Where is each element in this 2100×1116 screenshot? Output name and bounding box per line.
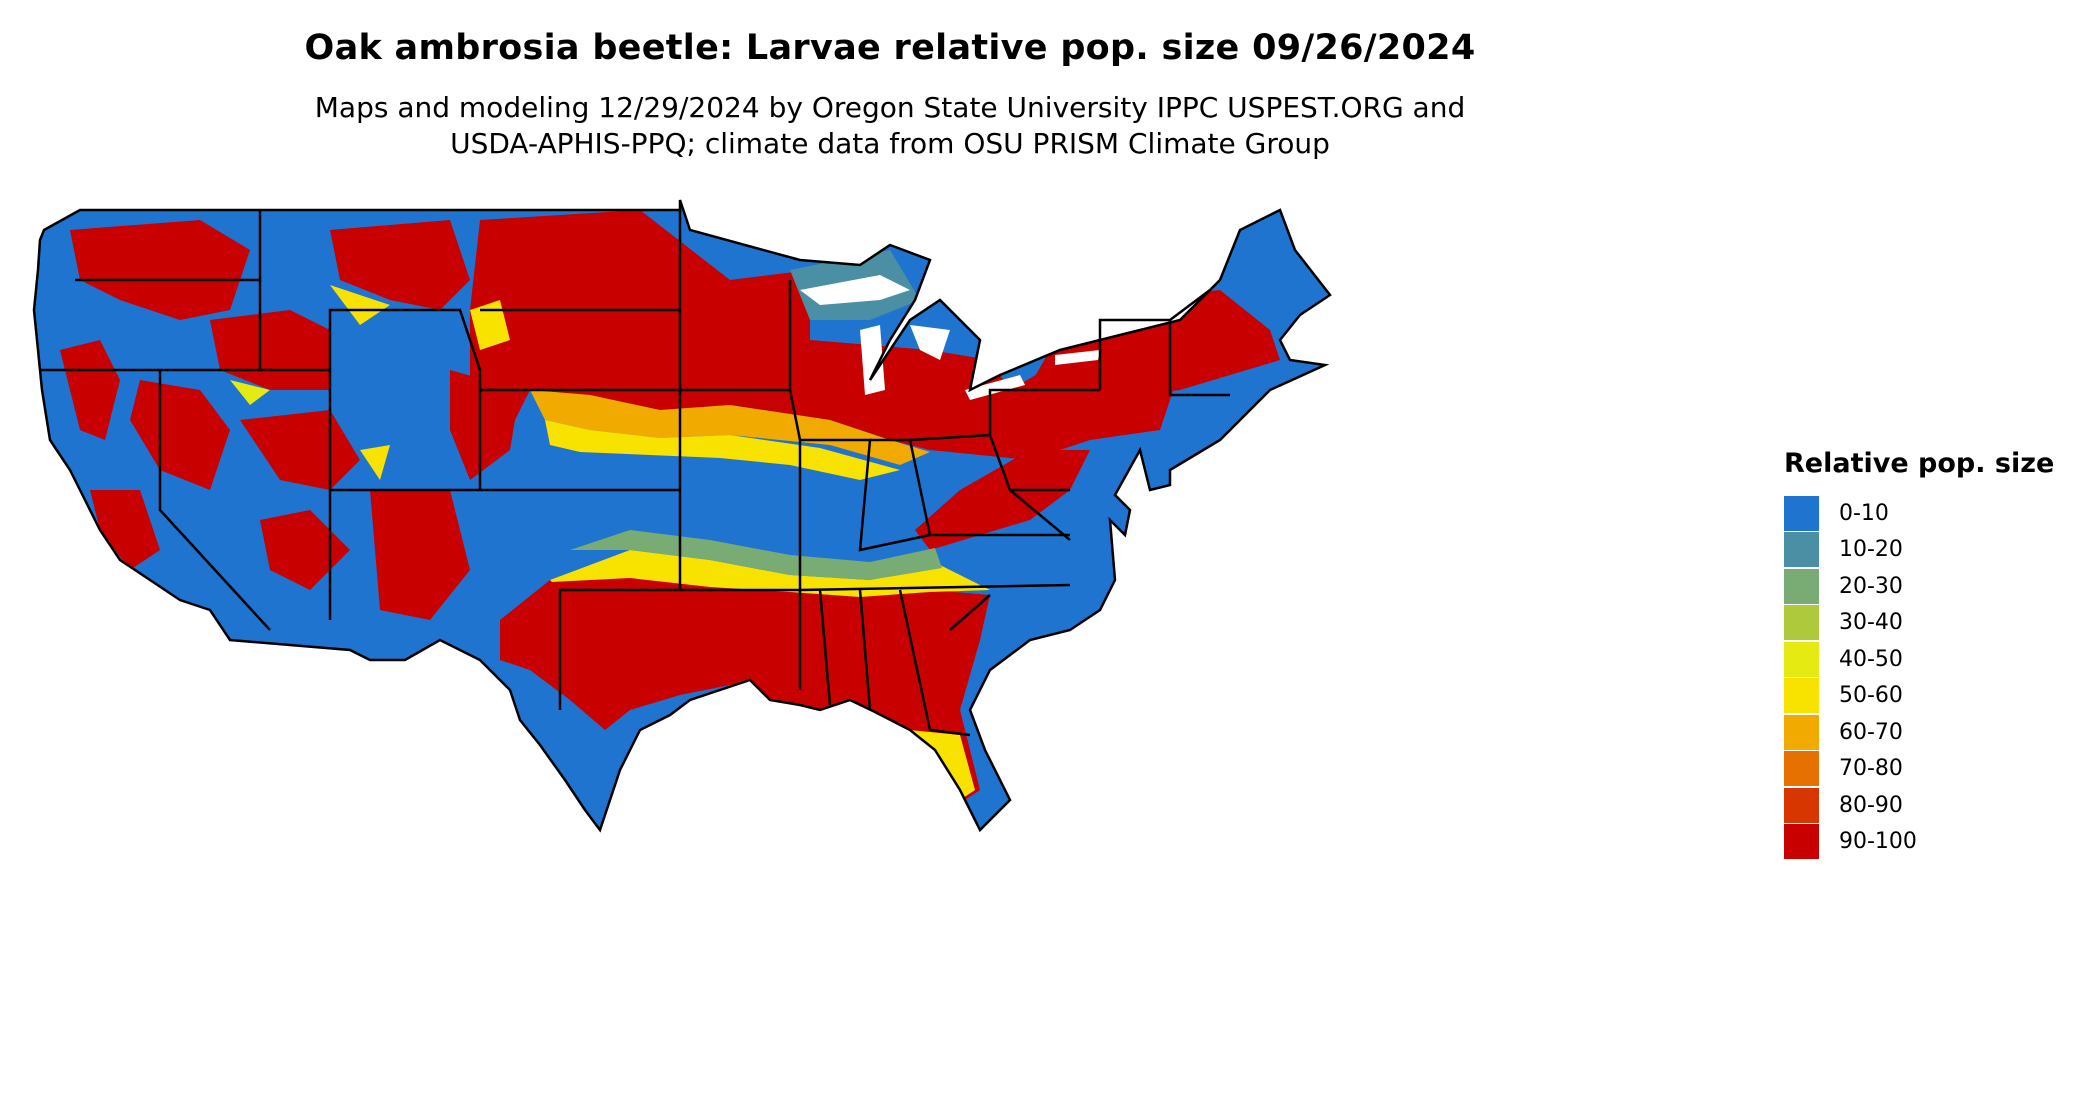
- legend: Relative pop. size 0-10 10-20 20-30 30-4…: [1784, 448, 2094, 860]
- lake-michigan: [860, 325, 885, 395]
- us-map-svg: [32, 198, 1332, 832]
- lake-huron: [910, 325, 950, 360]
- lake-ontario: [1055, 350, 1100, 365]
- legend-label: 70-80: [1839, 756, 1903, 782]
- legend-swatch: [1784, 495, 1819, 531]
- legend-swatch: [1784, 568, 1819, 604]
- legend-swatch: [1784, 824, 1819, 860]
- legend-swatch: [1784, 751, 1819, 787]
- state-borders: [32, 198, 1332, 832]
- legend-swatch: [1784, 714, 1819, 750]
- subtitle-line-2: USDA-APHIS-PPQ; climate data from OSU PR…: [450, 127, 1330, 160]
- legend-item: 80-90: [1784, 787, 2094, 824]
- legend-label: 60-70: [1839, 719, 1903, 745]
- lake-erie: [965, 375, 1025, 400]
- lake-superior: [800, 275, 910, 305]
- legend-swatch: [1784, 641, 1819, 677]
- legend-label: 50-60: [1839, 683, 1903, 709]
- legend-swatch: [1784, 787, 1819, 823]
- legend-swatch: [1784, 678, 1819, 714]
- legend-item: 60-70: [1784, 714, 2094, 751]
- legend-label: 10-20: [1839, 537, 1903, 563]
- legend-title: Relative pop. size: [1784, 448, 2055, 479]
- legend-label: 30-40: [1839, 610, 1903, 636]
- legend-item: 0-10: [1784, 495, 2094, 532]
- legend-label: 40-50: [1839, 646, 1903, 672]
- legend-label: 80-90: [1839, 792, 1903, 818]
- map-title: Oak ambrosia beetle: Larvae relative pop…: [304, 28, 1476, 68]
- legend-label: 90-100: [1839, 829, 1917, 855]
- legend-item: 10-20: [1784, 532, 2094, 569]
- legend-item: 90-100: [1784, 824, 2094, 861]
- legend-item: 20-30: [1784, 568, 2094, 605]
- legend-label: 20-30: [1839, 573, 1903, 599]
- legend-swatch: [1784, 532, 1819, 568]
- legend-item: 50-60: [1784, 678, 2094, 715]
- map-fill: [34, 200, 1330, 830]
- subtitle-line-1: Maps and modeling 12/29/2024 by Oregon S…: [314, 91, 1466, 124]
- us-map: [30, 190, 1750, 1110]
- map-subtitle: Maps and modeling 12/29/2024 by Oregon S…: [0, 90, 1780, 162]
- legend-item: 30-40: [1784, 605, 2094, 642]
- legend-label: 0-10: [1839, 500, 1889, 526]
- legend-swatch: [1784, 605, 1819, 641]
- legend-item: 40-50: [1784, 641, 2094, 678]
- legend-item: 70-80: [1784, 751, 2094, 788]
